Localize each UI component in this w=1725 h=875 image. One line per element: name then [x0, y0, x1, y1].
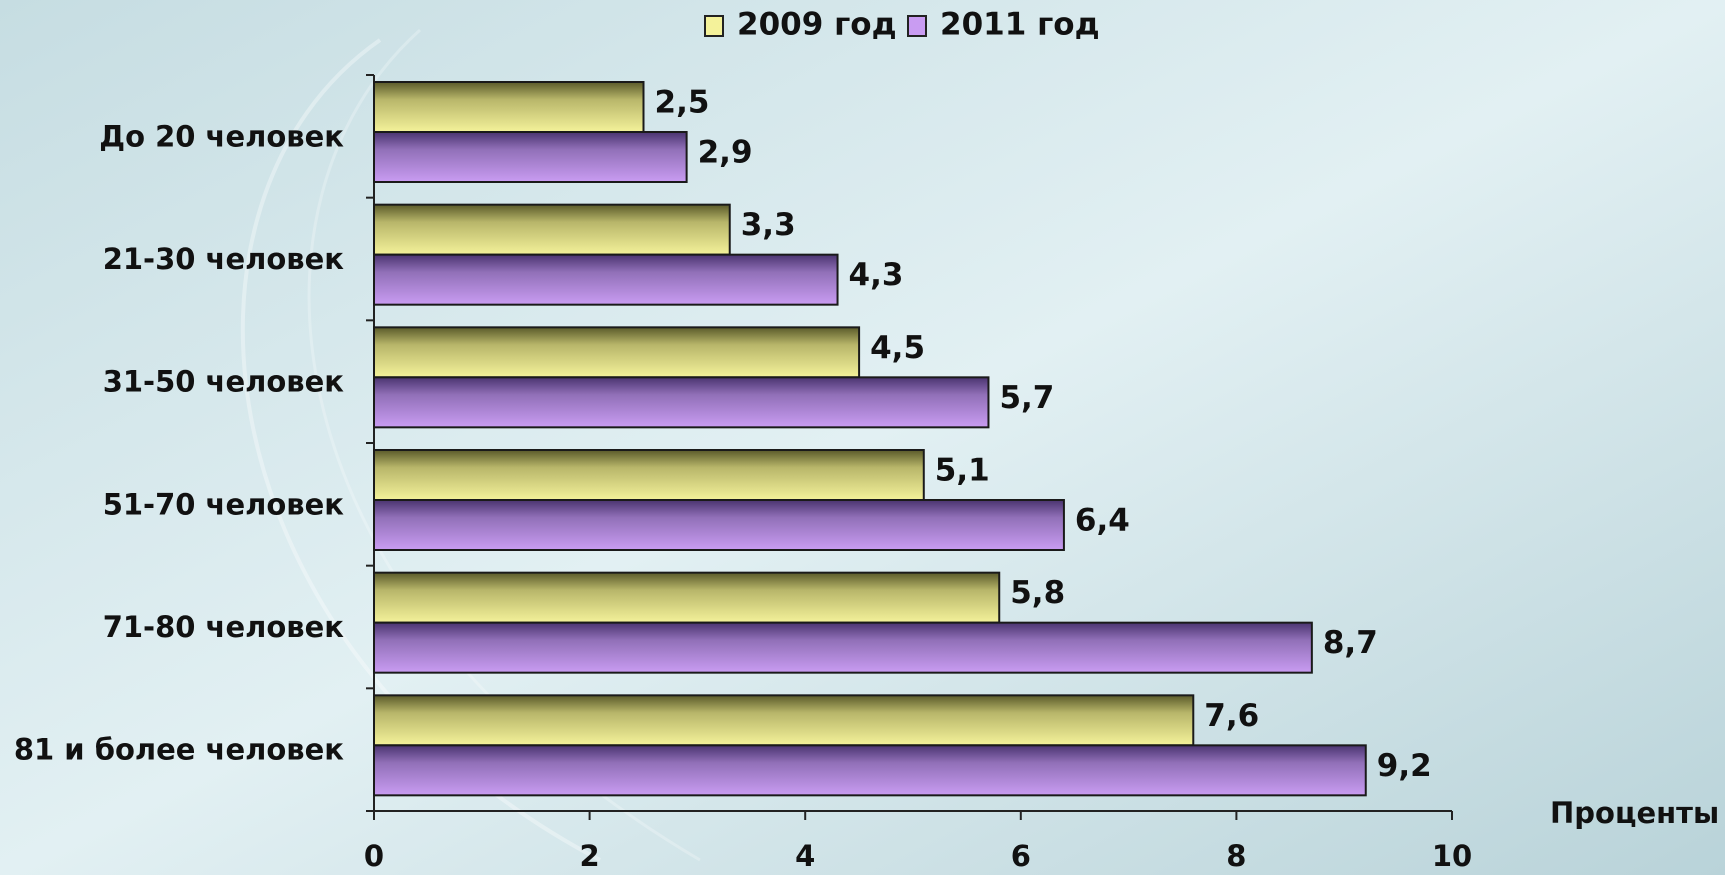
legend-label: 2009 год [737, 7, 897, 43]
y-tick-label: 21-30 человек [103, 242, 345, 276]
x-tick-label: 8 [1226, 839, 1246, 873]
axis-label: Проценты [1550, 796, 1719, 830]
bar [373, 744, 1367, 797]
value-label: 4,5 [870, 330, 925, 366]
bar [373, 203, 731, 256]
x-tick-label: 0 [364, 839, 384, 873]
value-label: 5,8 [1010, 575, 1065, 611]
y-tick-label: 51-70 человек [103, 487, 345, 521]
legend-label: 2011 год [940, 7, 1100, 43]
bar [373, 621, 1313, 674]
bar [373, 131, 688, 183]
bar [373, 694, 1195, 747]
value-label: 9,2 [1377, 748, 1432, 784]
x-tick-label: 6 [1011, 839, 1031, 873]
bar [373, 499, 1065, 551]
value-label: 5,7 [999, 380, 1054, 416]
value-label: 5,1 [935, 453, 990, 489]
legend-swatch [704, 15, 724, 37]
value-label: 6,4 [1075, 503, 1130, 539]
value-label: 8,7 [1323, 625, 1378, 661]
x-tick-label: 10 [1432, 839, 1472, 873]
y-tick-label: 71-80 человек [103, 610, 345, 644]
value-label: 2,5 [655, 85, 710, 121]
bar [373, 571, 1001, 624]
y-tick-label: 31-50 человек [103, 365, 345, 399]
bar [373, 376, 990, 429]
value-label: 3,3 [741, 207, 796, 243]
y-tick-label: 81 и более человек [14, 733, 344, 767]
x-tick-label: 2 [580, 839, 600, 873]
value-label: 7,6 [1204, 698, 1259, 734]
y-tick-label: До 20 человек [99, 119, 344, 153]
bar [373, 253, 839, 306]
x-tick-label: 4 [795, 839, 815, 873]
value-label: 2,9 [698, 135, 753, 171]
bar [373, 81, 645, 133]
legend-swatch [907, 15, 927, 37]
value-label: 4,3 [849, 257, 904, 293]
bar [373, 326, 861, 379]
bar [373, 449, 925, 501]
